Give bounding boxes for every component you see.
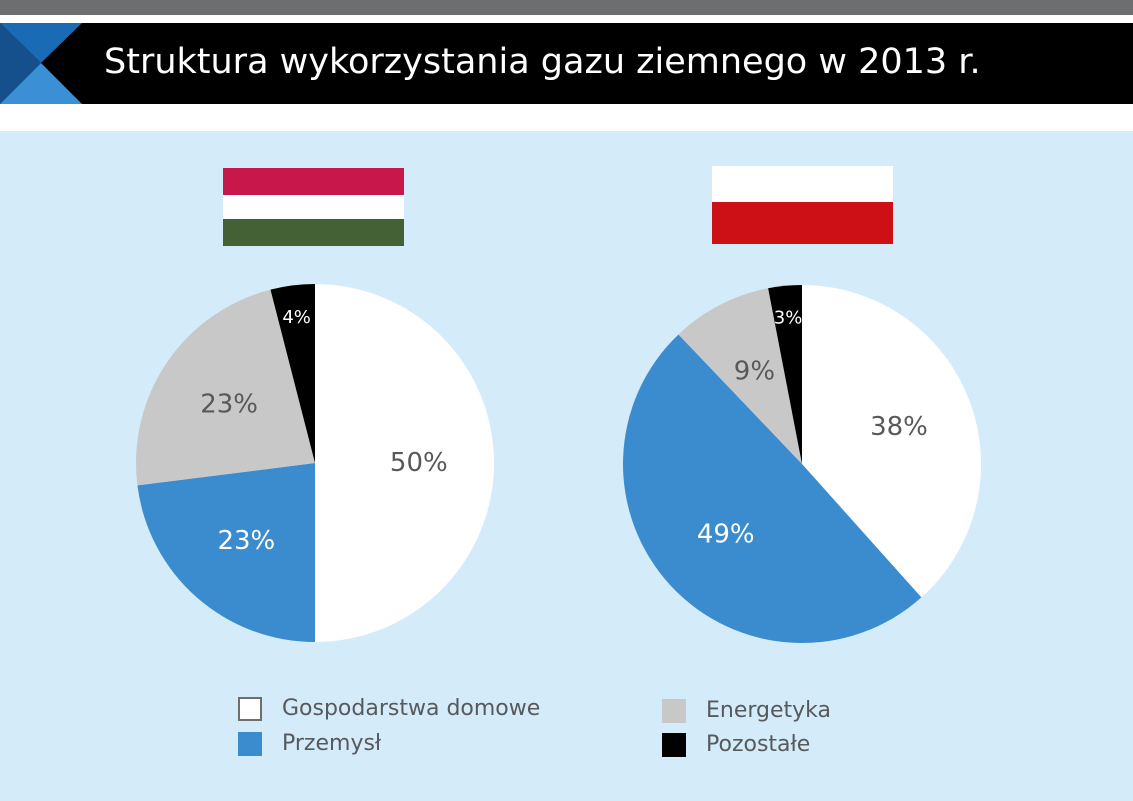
pie-slice-przemysl: [623, 334, 922, 643]
pie-slice-pozostale: [270, 284, 315, 463]
flag-stripe-white: [223, 195, 404, 219]
legend-swatch: [662, 698, 686, 723]
pie-slice-pozostale: [768, 285, 802, 464]
top-bar: [0, 0, 1133, 15]
poland-flag-icon: [712, 166, 893, 244]
pie-label-gospodarstwa: 38%: [870, 412, 928, 442]
legend-item-pozostale: Pozostałe: [662, 732, 810, 757]
pie-slice-gospodarstwa: [802, 285, 981, 598]
header-bar: Struktura wykorzystania gazu ziemnego w …: [0, 23, 1133, 104]
pie-label-pozostale: 3%: [774, 307, 803, 328]
legend-item-energetyka: Energetyka: [662, 698, 831, 723]
pie-label-energetyka: 9%: [734, 357, 775, 387]
pie-slice-gospodarstwa: [315, 284, 494, 642]
pie-label-pozostale: 4%: [282, 307, 311, 328]
logo-icon: [0, 23, 82, 104]
legend-label: Pozostałe: [706, 732, 811, 757]
pie-label-przemysl: 23%: [217, 526, 275, 556]
chart-title: Struktura wykorzystania gazu ziemnego w …: [104, 42, 981, 82]
pie-label-energetyka: 23%: [200, 390, 258, 420]
hungary-flag-icon: [223, 168, 404, 246]
legend-label: Przemysł: [282, 731, 382, 756]
pie-chart-hungary: 50% 23% 23% 4%: [136, 284, 494, 642]
flag-stripe-red: [223, 168, 404, 195]
pie-label-gospodarstwa: 50%: [390, 448, 448, 478]
legend-swatch: [238, 696, 262, 721]
pie-chart-poland: 38% 49% 9% 3%: [623, 285, 981, 643]
flag-stripe-green: [223, 219, 404, 246]
flag-stripe-white: [712, 166, 893, 202]
legend-item-gospodarstwa: Gospodarstwa domowe: [238, 696, 540, 721]
legend-item-przemysl: Przemysł: [238, 731, 381, 756]
legend-label: Energetyka: [706, 698, 832, 723]
pie-slice-energetyka: [678, 288, 802, 464]
legend-label: Gospodarstwa domowe: [282, 696, 541, 721]
pie-slice-przemysl: [137, 463, 315, 642]
pie-label-przemysl: 49%: [697, 519, 755, 549]
legend-swatch: [238, 731, 262, 756]
flag-stripe-red: [712, 202, 893, 244]
pie-slice-energetyka: [136, 289, 315, 486]
legend-swatch: [662, 732, 686, 757]
